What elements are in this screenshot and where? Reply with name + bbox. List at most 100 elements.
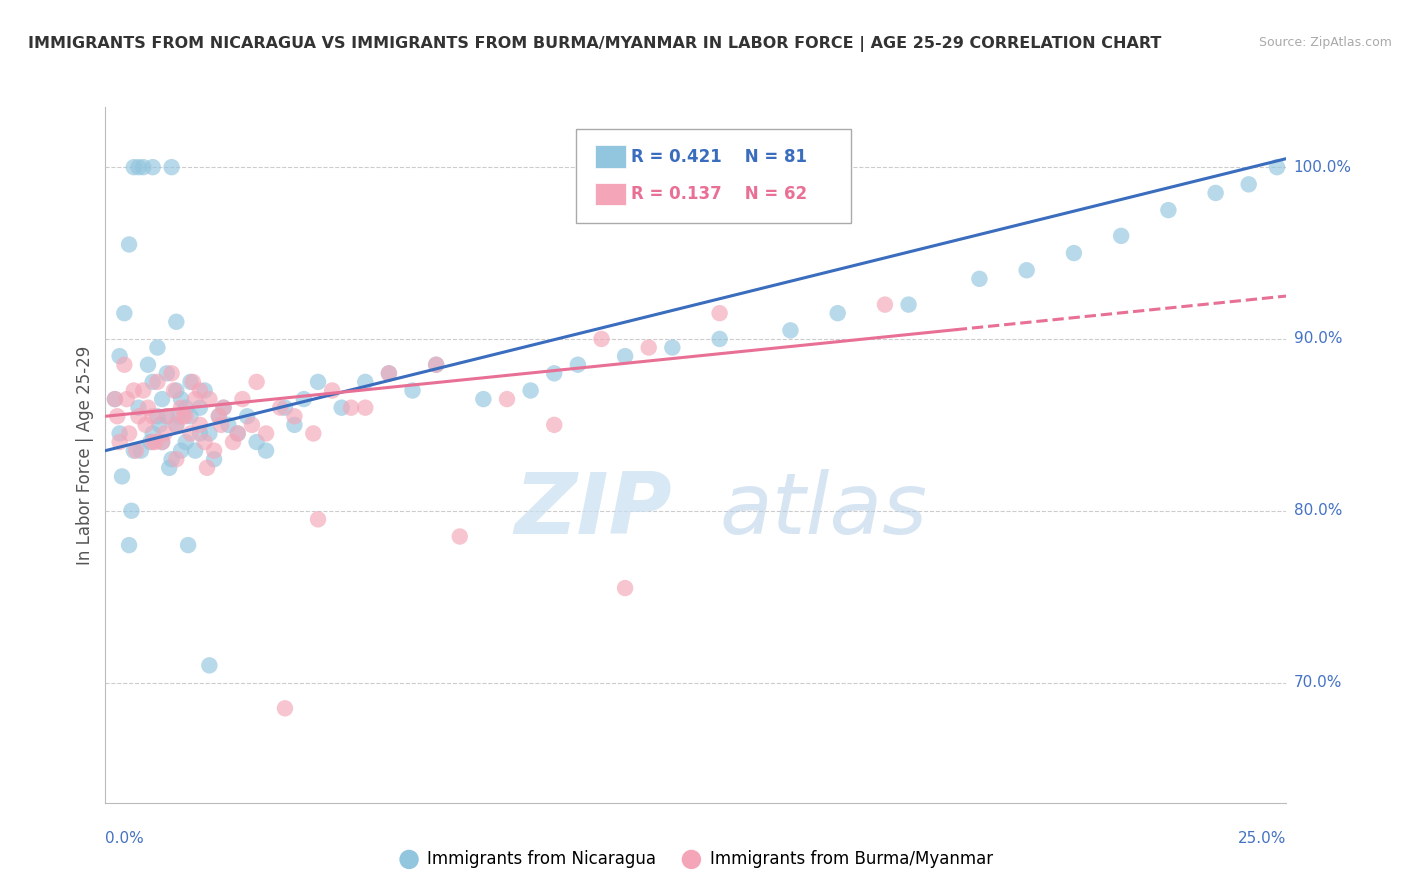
Point [153, 426, 176, 441]
Point [184, 392, 207, 406]
Point [1109, 228, 1132, 243]
Text: atlas: atlas [720, 469, 928, 552]
Point [202, 443, 225, 458]
Point [188, 417, 211, 432]
Point [108, 426, 131, 441]
Point [661, 341, 683, 355]
Point [170, 392, 193, 406]
Point [340, 401, 363, 415]
Point [177, 538, 200, 552]
Point [231, 392, 253, 406]
Point [128, 409, 150, 424]
Point [449, 529, 471, 543]
Point [122, 384, 145, 398]
Point [897, 297, 920, 311]
Point [111, 469, 134, 483]
Point [1157, 203, 1180, 218]
Point [156, 409, 179, 424]
Point [543, 417, 565, 432]
Point [165, 417, 187, 432]
Point [143, 435, 166, 450]
Point [142, 435, 165, 450]
Text: 70.0%: 70.0% [1294, 675, 1341, 690]
Point [174, 435, 197, 450]
Point [246, 435, 269, 450]
Point [496, 392, 519, 406]
Point [1265, 160, 1288, 174]
Point [156, 409, 179, 424]
Point [709, 332, 731, 346]
Point [354, 401, 377, 415]
Point [160, 452, 183, 467]
Point [128, 160, 150, 174]
Point [179, 426, 201, 441]
Point [425, 358, 447, 372]
Text: 80.0%: 80.0% [1294, 503, 1341, 518]
Point [104, 392, 127, 406]
Point [307, 512, 329, 526]
Point [240, 417, 263, 432]
Text: 100.0%: 100.0% [1294, 160, 1351, 175]
Point [181, 375, 204, 389]
Point [167, 409, 190, 424]
Y-axis label: In Labor Force | Age 25-29: In Labor Force | Age 25-29 [76, 345, 94, 565]
Point [165, 417, 187, 432]
Point [198, 658, 221, 673]
Point [226, 426, 249, 441]
Point [174, 401, 197, 415]
Point [226, 426, 249, 441]
Point [188, 401, 211, 415]
Point [142, 426, 165, 441]
Point [209, 417, 232, 432]
Point [104, 392, 127, 406]
Text: 90.0%: 90.0% [1294, 332, 1341, 346]
Point [779, 323, 801, 337]
Point [142, 409, 165, 424]
Point [122, 160, 145, 174]
Point [174, 409, 197, 424]
Point [1015, 263, 1038, 277]
Point [354, 375, 377, 389]
Point [614, 581, 637, 595]
Point [132, 384, 155, 398]
Text: R = 0.421    N = 81: R = 0.421 N = 81 [631, 148, 807, 166]
Point [170, 401, 193, 415]
Point [179, 375, 201, 389]
Point [827, 306, 849, 320]
Point [128, 401, 150, 415]
Point [165, 315, 187, 329]
Point [172, 409, 194, 424]
Text: 0.0%: 0.0% [105, 831, 145, 846]
Point [254, 443, 277, 458]
Point [118, 237, 141, 252]
Point [150, 392, 173, 406]
Point [132, 160, 155, 174]
Point [188, 426, 211, 441]
Point [112, 358, 135, 372]
Point [202, 452, 225, 467]
Point [105, 409, 128, 424]
Point [246, 375, 269, 389]
Point [269, 401, 291, 415]
Point [425, 358, 447, 372]
Point [198, 392, 221, 406]
Point [122, 443, 145, 458]
Point [160, 367, 183, 381]
Point [112, 306, 135, 320]
Point [401, 384, 423, 398]
Point [188, 384, 211, 398]
Point [156, 367, 179, 381]
Point [142, 160, 165, 174]
Point [307, 375, 329, 389]
Point [125, 443, 148, 458]
Point [274, 401, 297, 415]
Point [637, 341, 659, 355]
Point [118, 426, 141, 441]
Point [378, 367, 401, 381]
Point [194, 435, 217, 450]
Point [302, 426, 325, 441]
Point [1205, 186, 1227, 200]
Point [283, 417, 305, 432]
Point [330, 401, 353, 415]
Text: R = 0.137    N = 62: R = 0.137 N = 62 [631, 186, 807, 203]
